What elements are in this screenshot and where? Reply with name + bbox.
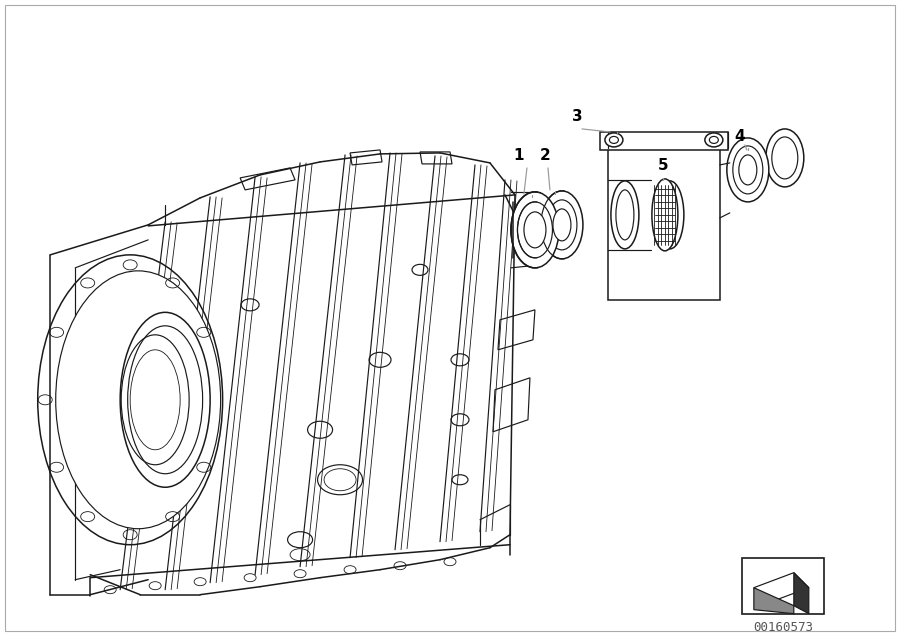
Ellipse shape [652, 179, 678, 251]
Ellipse shape [616, 190, 634, 240]
Ellipse shape [518, 202, 553, 258]
Ellipse shape [541, 191, 583, 259]
Ellipse shape [727, 138, 769, 202]
Ellipse shape [56, 271, 220, 529]
Ellipse shape [511, 192, 559, 268]
Text: 5: 5 [658, 158, 668, 174]
Ellipse shape [705, 133, 723, 147]
Polygon shape [754, 588, 794, 614]
Polygon shape [794, 572, 809, 614]
Ellipse shape [547, 200, 577, 250]
Ellipse shape [766, 129, 804, 187]
Ellipse shape [709, 137, 718, 144]
Ellipse shape [733, 146, 763, 194]
Ellipse shape [611, 181, 639, 249]
Ellipse shape [772, 137, 797, 179]
Text: 1: 1 [514, 148, 524, 163]
Ellipse shape [553, 209, 571, 241]
Ellipse shape [609, 137, 618, 144]
Polygon shape [608, 148, 720, 300]
Bar [742, 558, 824, 614]
Text: 4: 4 [734, 130, 745, 144]
Text: 00160573: 00160573 [752, 621, 813, 634]
Polygon shape [754, 572, 809, 603]
Ellipse shape [656, 181, 684, 249]
Text: 3: 3 [572, 109, 582, 125]
Ellipse shape [524, 212, 546, 248]
Text: 2: 2 [540, 148, 550, 163]
Ellipse shape [739, 155, 757, 185]
Ellipse shape [605, 133, 623, 147]
Polygon shape [600, 132, 728, 150]
